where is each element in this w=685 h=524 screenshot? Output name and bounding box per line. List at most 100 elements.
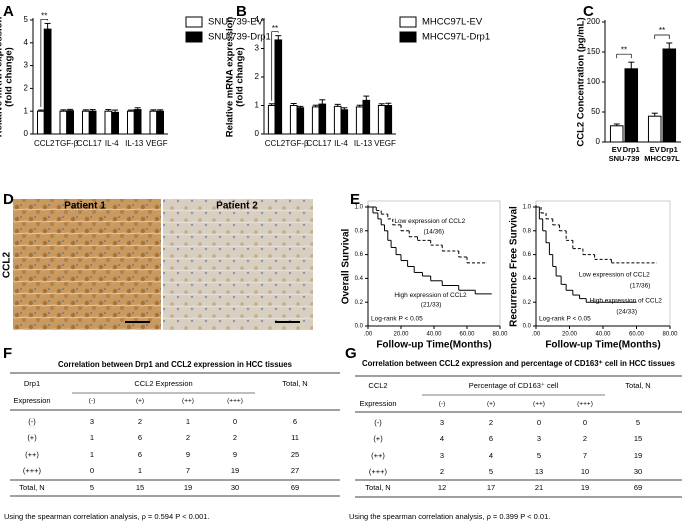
x-tick-label: TGF-β [285,139,309,148]
y-tick-label: 0.6 [523,252,532,258]
curve-count: (14/36) [423,229,444,236]
y-tick-label: 1.0 [523,205,532,211]
x-tick-label: VEGF [146,139,168,148]
table-cell: 0 [90,466,94,475]
curve-label: High expression of CCL2 [394,292,467,299]
x-tick-label: Drp1 [661,145,678,154]
y-tick-label: 1 [24,106,29,115]
x-tick-label: IL-13 [125,139,144,148]
x-tick-label: 40.00 [595,332,611,338]
table-note: Using the spearman correlation analysis,… [4,512,210,521]
annotation: ** [621,45,627,54]
table-cell: 0 [233,417,237,426]
image-label: Patient 2 [216,201,258,212]
x-axis-label: Follow-up Time(Months) [545,340,660,351]
legend-swatch [399,16,417,28]
plot-frame [535,200,671,327]
y-tick-label: 0.8 [523,228,532,234]
x-tick-label: 80.00 [492,332,508,338]
column-header: (-) [439,401,446,408]
column-header: (+++) [227,398,243,405]
table-cell: 21 [535,483,543,492]
bar [355,106,364,135]
table-cell: 27 [291,466,299,475]
table-cell: 6 [489,434,493,443]
table-cell: 6 [138,433,142,442]
bar [662,48,677,143]
bar [333,105,342,135]
table-cell: 15 [136,483,144,492]
bar [66,110,74,135]
bar [609,125,624,143]
bar [156,110,164,135]
table-cell: 6 [138,450,142,459]
row-header: Drp1 [24,379,40,388]
y-tick-label: 150 [587,47,601,56]
table-cell: 3 [537,434,541,443]
bar [377,105,386,135]
x-tick-label: VEGF [374,139,396,148]
column-header: (+++) [577,401,593,408]
table-cell: 5 [90,483,94,492]
column-header: (+) [487,401,495,408]
group-label: SNU-739 [609,154,640,163]
total-header: Total, N [625,381,650,390]
table-cell: (-) [28,417,36,426]
image-panel: Patient 1 Patient 2 CCL2 [2,199,313,330]
bar [88,110,97,135]
table-cell: 17 [487,483,495,492]
panel-label: F [3,345,12,362]
legend-swatch [185,16,203,28]
curve-label: High expression of CCL2 [590,298,663,305]
table-cell: (+++) [23,466,42,475]
panel-label: B [236,3,247,20]
table-cell: 2 [138,417,142,426]
bar [384,105,393,135]
table-cell: (+++) [369,467,388,476]
panel-label: G [345,345,357,362]
panel-label: E [350,191,360,208]
y-tick-label: 0.4 [355,276,364,282]
table-note: Using the spearman correlation analysis,… [349,512,550,521]
bracket [40,19,48,108]
annotation: ** [659,26,665,35]
bar [340,109,349,135]
y-tick-label: 3 [255,44,260,53]
curve-count: (24/33) [616,308,637,315]
legend-label: MHCC97L-Drp1 [422,32,490,43]
table-cell: 2 [186,433,190,442]
table-cell: Total, N [365,483,390,492]
panel-label: C [583,3,594,20]
x-tick-label: 80.00 [662,332,678,338]
table-cell: (-) [374,418,382,427]
annotation: ** [41,12,47,21]
image-label: Patient 1 [64,201,106,212]
y-tick-label: 0.8 [355,228,364,234]
annotation: Log-rank P < 0.05 [539,316,591,323]
x-tick-label: IL-4 [334,139,348,148]
panel-label: D [3,191,14,208]
bracket [616,53,632,59]
x-tick-label: 20.00 [393,332,409,338]
x-tick-label: 60.00 [629,332,645,338]
table-cell: 2 [233,433,237,442]
y-tick-label: 2 [255,72,260,81]
table-cell: 19 [231,466,239,475]
table-cell: 7 [583,451,587,460]
x-tick-label: 20.00 [562,332,578,338]
table-cell: 1 [138,466,142,475]
table-cell: Total, N [19,483,44,492]
x-tick-label: .00 [532,332,541,338]
table-cell: 5 [537,451,541,460]
y-tick-label: 3 [24,61,29,70]
y-tick-label: 4 [255,15,260,24]
annotation: Log-rank P < 0.05 [371,316,423,323]
x-tick-label: CCL2 [265,139,286,148]
x-tick-label: 60.00 [459,332,475,338]
bar [647,115,662,143]
row-label: CCL2 [2,252,13,279]
bar [59,110,68,135]
column-header: (++) [182,398,194,405]
y-axis-label: (fold change) [4,47,15,107]
